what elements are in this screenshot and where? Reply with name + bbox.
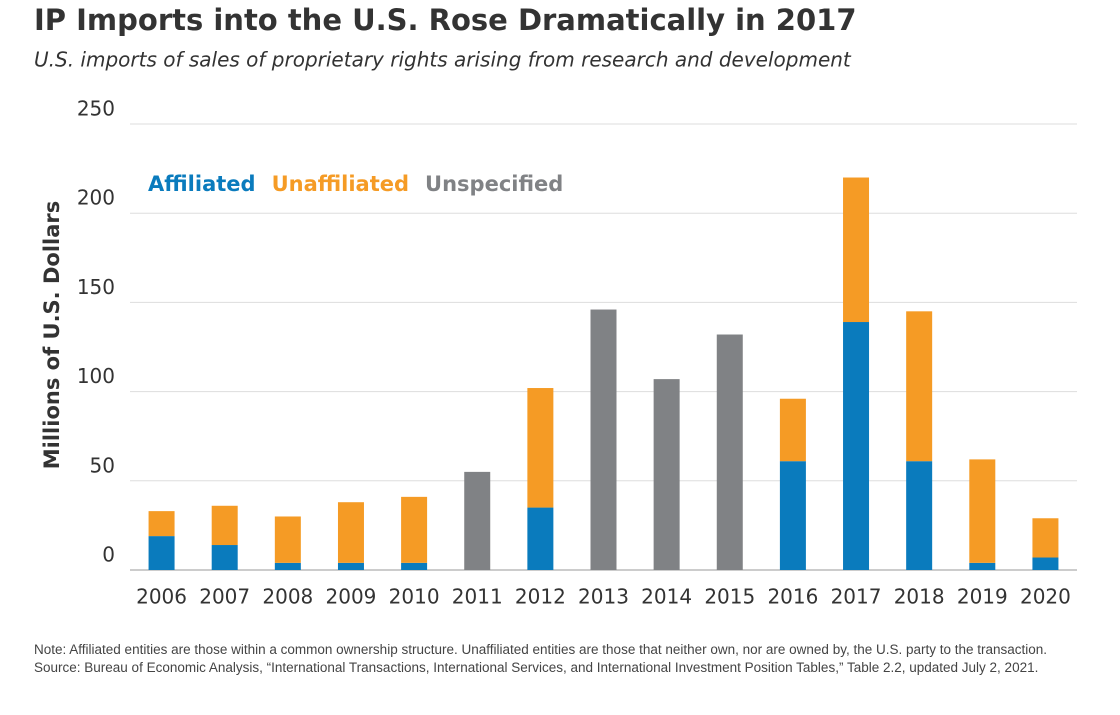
- bar-segment: [274, 516, 301, 563]
- chart-title: IP Imports into the U.S. Rose Dramatical…: [34, 3, 857, 37]
- bar-segment: [779, 398, 806, 462]
- x-tick-label: 2013: [578, 585, 629, 609]
- bar-segment: [716, 334, 743, 570]
- x-tick-label: 2006: [136, 585, 187, 609]
- bar-segment: [401, 562, 428, 570]
- note: Note: Affiliated entities are those with…: [34, 642, 1048, 657]
- bar-segment: [337, 562, 364, 570]
- bar-segment: [527, 388, 554, 508]
- bar-segment: [148, 511, 175, 537]
- bar-segment: [590, 309, 617, 570]
- x-tick-label: 2011: [452, 585, 503, 609]
- x-tick-label: 2016: [767, 585, 818, 609]
- bar-segment: [1032, 518, 1059, 558]
- y-tick-label: 250: [77, 97, 115, 121]
- bar-segment: [274, 562, 301, 570]
- x-tick-label: 2015: [704, 585, 755, 609]
- bar-segment: [401, 496, 428, 563]
- y-tick-label: 150: [77, 275, 115, 299]
- chart: IP Imports into the U.S. Rose Dramatical…: [34, 3, 1077, 609]
- bar-segment: [906, 461, 933, 570]
- bar-segment: [843, 177, 870, 323]
- bar-segment: [211, 505, 238, 546]
- y-tick-label: 50: [90, 453, 115, 477]
- legend-entry: Affiliated: [148, 172, 256, 196]
- x-tick-label: 2007: [199, 585, 250, 609]
- y-axis-title: Millions of U.S. Dollars: [40, 201, 64, 469]
- x-tick-label: 2008: [262, 585, 313, 609]
- bar-segment: [211, 545, 238, 570]
- bar-segment: [843, 322, 870, 570]
- notes: Note: Affiliated entities are those with…: [34, 641, 1074, 676]
- y-tick-label: 0: [102, 543, 115, 567]
- legend-entry: Unspecified: [425, 172, 563, 196]
- bar-segment: [148, 536, 175, 570]
- chart-subtitle: U.S. imports of sales of proprietary rig…: [34, 48, 852, 72]
- x-tick-label: 2017: [831, 585, 882, 609]
- bar-segment: [969, 562, 996, 570]
- x-tick-label: 2009: [326, 585, 377, 609]
- x-tick-label: 2014: [641, 585, 692, 609]
- legend-entry: Unaffiliated: [272, 172, 409, 196]
- bar-segment: [337, 502, 364, 563]
- bar-segment: [779, 461, 806, 570]
- source: Source: Bureau of Economic Analysis, “In…: [34, 659, 1039, 675]
- x-tick-label: 2020: [1020, 585, 1071, 609]
- x-tick-label: 2019: [957, 585, 1008, 609]
- bar-segment: [653, 379, 680, 570]
- bar-segment: [969, 459, 996, 563]
- x-tick-label: 2012: [515, 585, 566, 609]
- y-tick-label: 200: [77, 186, 115, 210]
- bar-segment: [1032, 557, 1059, 570]
- bar-segment: [464, 471, 491, 570]
- bar-segment: [527, 507, 554, 570]
- x-tick-label: 2018: [894, 585, 945, 609]
- x-tick-label: 2010: [389, 585, 440, 609]
- y-tick-label: 100: [77, 364, 115, 388]
- bar-segment: [906, 311, 933, 462]
